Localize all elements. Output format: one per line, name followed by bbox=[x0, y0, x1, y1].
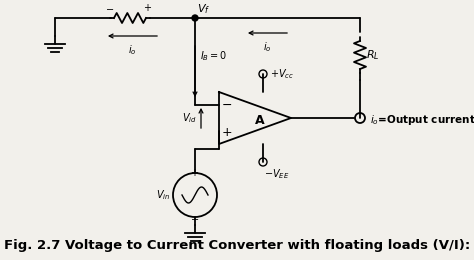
Text: $R_L$: $R_L$ bbox=[366, 48, 380, 62]
Text: $I_B=0$: $I_B=0$ bbox=[200, 49, 228, 63]
Text: $i_o$=Output current: $i_o$=Output current bbox=[370, 113, 474, 127]
Text: $-$: $-$ bbox=[105, 3, 115, 13]
Text: $i_o$: $i_o$ bbox=[128, 43, 137, 57]
Text: $-$: $-$ bbox=[221, 98, 233, 110]
Text: Fig. 2.7 Voltage to Current Converter with floating loads (V/I):: Fig. 2.7 Voltage to Current Converter wi… bbox=[4, 239, 470, 252]
Text: $-V_{EE}$: $-V_{EE}$ bbox=[264, 167, 290, 181]
Text: A: A bbox=[255, 114, 265, 127]
Text: $+$: $+$ bbox=[144, 2, 153, 13]
Text: $+$: $+$ bbox=[221, 126, 233, 139]
Text: $V_{in}$: $V_{in}$ bbox=[155, 188, 170, 202]
Text: $V_f$: $V_f$ bbox=[197, 2, 210, 16]
Text: $+V_{cc}$: $+V_{cc}$ bbox=[270, 67, 294, 81]
Text: $+$: $+$ bbox=[191, 167, 200, 178]
Text: $i_o$: $i_o$ bbox=[263, 40, 272, 54]
Text: $-$: $-$ bbox=[191, 213, 200, 223]
Circle shape bbox=[192, 15, 198, 21]
Text: $V_{id}$: $V_{id}$ bbox=[182, 111, 197, 125]
